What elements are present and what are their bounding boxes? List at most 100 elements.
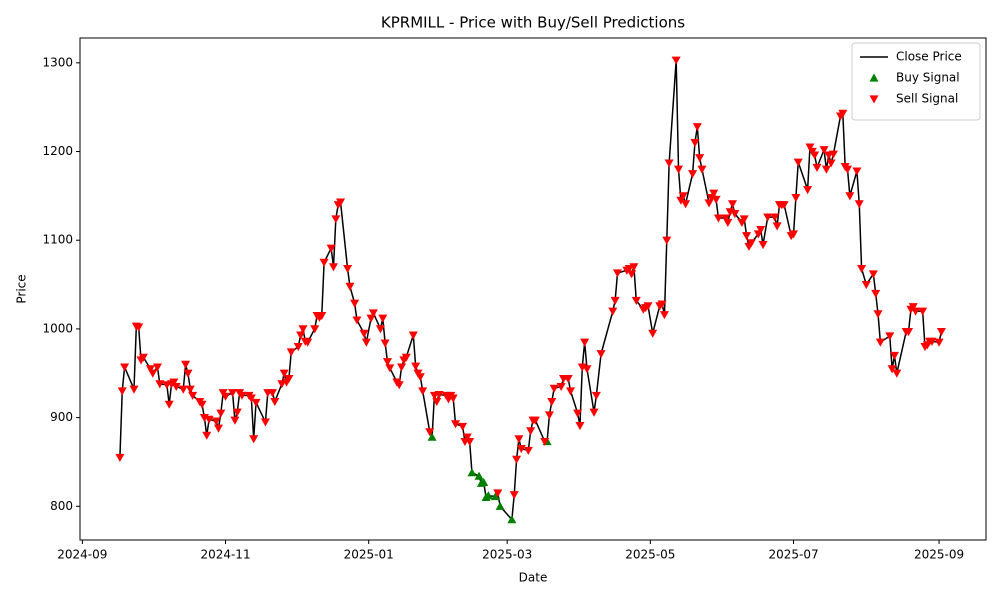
signal-marker [805,143,815,152]
signal-marker [490,492,500,501]
signal-marker [509,491,519,500]
signal-marker [812,163,822,172]
signal-marker [828,150,838,159]
signal-marker [516,445,526,454]
y-tick-label: 1000 [42,321,73,335]
signal-marker [117,387,127,396]
signal-marker [303,338,313,347]
signal-marker [345,282,355,291]
signal-marker [260,418,270,427]
signal-marker [746,239,756,248]
signal-marker [479,477,489,486]
signal-marker [326,244,336,253]
signal-marker [889,351,899,361]
signal-marker [838,109,848,118]
signal-marker [145,365,155,374]
signal-marker [887,365,897,374]
signal-marker [425,428,435,437]
signal-marker [918,307,928,316]
y-tick-label: 900 [50,410,73,424]
signal-marker [720,214,730,223]
legend-label: Buy Signal [896,71,960,85]
signal-marker [178,385,188,394]
signal-marker [512,455,522,464]
signal-marker [204,415,214,424]
signal-marker [549,384,559,393]
signal-marker [566,387,576,396]
signal-marker [826,159,836,168]
signal-marker [249,435,259,444]
signal-marker [742,232,752,241]
signal-marker [612,269,622,278]
signal-marker [608,307,618,316]
legend-label: Sell Signal [896,92,958,106]
signal-marker [232,408,242,417]
signal-marker [885,332,895,341]
signal-marker [185,385,195,394]
signal-marker [791,194,801,203]
signal-marker [164,400,174,409]
signal-marker [462,433,472,442]
signal-marker [573,409,583,418]
signal-marker [861,280,871,290]
signal-marker [493,489,503,498]
signal-marker [580,338,590,347]
y-tick-label: 1300 [42,55,73,69]
y-tick-label: 1100 [42,233,73,247]
signal-marker [723,218,733,227]
signal-marker [432,398,442,407]
signal-marker [331,215,341,224]
signal-marker [854,200,864,209]
signal-marker [120,363,130,372]
signal-marker [690,139,700,148]
signal-marker [739,215,749,224]
signal-marker [540,437,550,447]
signal-marker [596,350,606,359]
x-tick-label: 2024-11 [200,548,250,562]
y-tick-label: 1200 [42,144,73,158]
signal-marker [697,165,707,174]
signal-marker [507,515,517,524]
signal-marker [756,225,766,235]
signal-marker [873,310,883,319]
signal-marker [671,56,681,65]
signal-marker [375,325,385,334]
signal-marker [624,265,634,274]
signal-marker [589,408,599,417]
signal-marker [202,431,212,440]
signal-marker [695,154,705,163]
signal-marker [526,427,536,436]
signal-marker [211,417,221,426]
legend-swatch [869,95,879,104]
signal-marker [772,222,782,231]
signal-marker [631,296,641,306]
signal-marker [779,201,789,210]
signal-marker [474,471,484,480]
signal-marker [465,437,475,447]
signal-marker [711,195,721,204]
signal-marker [770,213,780,222]
signal-marker [857,265,867,274]
signal-marker [664,159,674,168]
x-tick-label: 2025-01 [344,548,394,562]
signal-marker [134,323,144,332]
x-tick-label: 2025-07 [768,548,818,562]
signal-marker [871,289,881,298]
signal-marker [803,186,813,195]
x-tick-label: 2025-03 [482,548,532,562]
signal-marker [674,165,684,174]
signal-marker [495,501,505,510]
signal-marker [284,374,294,384]
legend-box [851,42,981,121]
signal-marker [418,387,428,396]
signal-marker [934,338,944,347]
signal-marker [845,192,855,201]
signal-marker [197,400,207,409]
signal-marker [927,337,937,346]
signal-marker [408,331,418,340]
signal-marker [352,316,362,325]
signal-marker [648,329,658,338]
signal-marker [350,299,360,308]
signal-marker [267,389,277,398]
